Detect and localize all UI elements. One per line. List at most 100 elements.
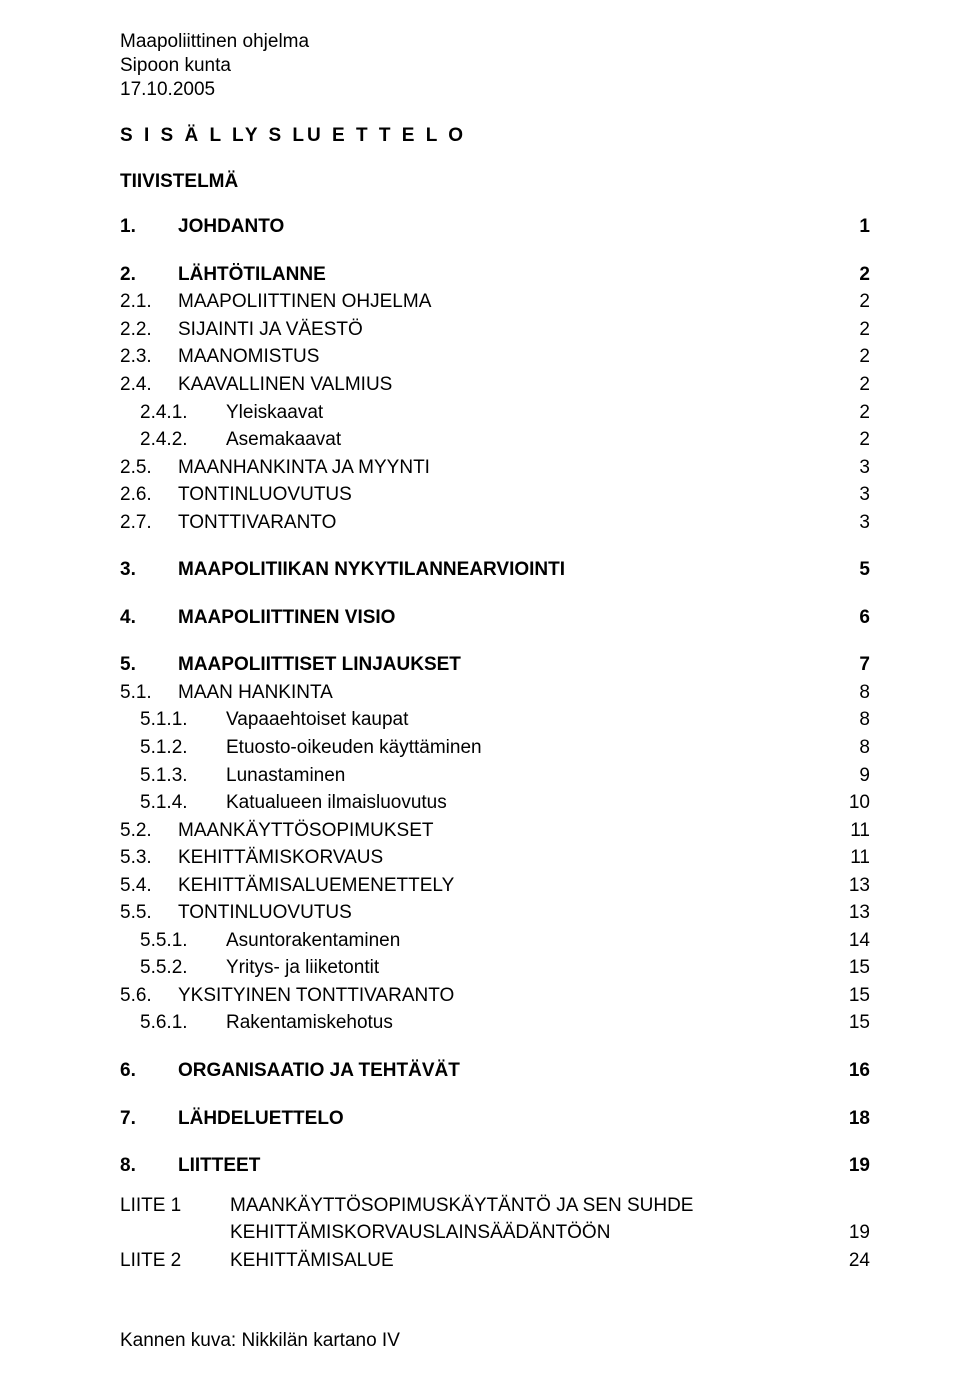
toc-label: KEHITTÄMISALUEMENETTELY bbox=[178, 872, 830, 900]
toc-label: Rakentamiskehotus bbox=[226, 1009, 830, 1037]
toc-label: Yritys- ja liiketontit bbox=[226, 954, 830, 982]
appendix-label: LIITE 1 bbox=[120, 1192, 230, 1220]
toc-entry: 5.MAAPOLIITTISET LINJAUKSET7 bbox=[120, 651, 870, 679]
toc-label: KEHITTÄMISKORVAUS bbox=[178, 844, 830, 872]
toc-label: YKSITYINEN TONTTIVARANTO bbox=[178, 982, 830, 1010]
toc-entry: 5.1.1.Vapaaehtoiset kaupat8 bbox=[120, 706, 870, 734]
toc-number: 5.2. bbox=[120, 817, 178, 845]
toc-number: 5.1.3. bbox=[140, 762, 226, 790]
toc-number: 2.6. bbox=[120, 481, 178, 509]
toc-page: 2 bbox=[830, 261, 870, 289]
toc-number: 5.1.4. bbox=[140, 789, 226, 817]
toc-entry: 6.ORGANISAATIO JA TEHTÄVÄT16 bbox=[120, 1057, 870, 1085]
toc-entry: 5.4.KEHITTÄMISALUEMENETTELY13 bbox=[120, 872, 870, 900]
toc-entry: 5.5.1.Asuntorakentaminen14 bbox=[120, 927, 870, 955]
toc-number: 1. bbox=[120, 213, 178, 241]
toc-label: Etuosto-oikeuden käyttäminen bbox=[226, 734, 830, 762]
toc-number: 2.3. bbox=[120, 343, 178, 371]
toc-entry: 3.MAAPOLITIIKAN NYKYTILANNEARVIOINTI5 bbox=[120, 556, 870, 584]
toc-label: LÄHTÖTILANNE bbox=[178, 261, 830, 289]
toc-entry: 5.6.1.Rakentamiskehotus15 bbox=[120, 1009, 870, 1037]
toc-entry: 2.LÄHTÖTILANNE2 bbox=[120, 261, 870, 289]
toc-page: 3 bbox=[830, 509, 870, 537]
toc-number: 2.1. bbox=[120, 288, 178, 316]
toc-page: 1 bbox=[830, 213, 870, 241]
toc-entry: 2.4.1.Yleiskaavat2 bbox=[120, 399, 870, 427]
toc-entry: 5.5.TONTINLUOVUTUS13 bbox=[120, 899, 870, 927]
toc-label: JOHDANTO bbox=[178, 213, 830, 241]
toc-number: 4. bbox=[120, 604, 178, 632]
toc-label: MAAPOLITIIKAN NYKYTILANNEARVIOINTI bbox=[178, 556, 830, 584]
toc-entry: 5.6.YKSITYINEN TONTTIVARANTO15 bbox=[120, 982, 870, 1010]
toc-page: 3 bbox=[830, 454, 870, 482]
toc-label: Katualueen ilmaisluovutus bbox=[226, 789, 830, 817]
toc-page: 19 bbox=[830, 1152, 870, 1180]
toc-entry: 4.MAAPOLIITTINEN VISIO6 bbox=[120, 604, 870, 632]
toc-label: KAAVALLINEN VALMIUS bbox=[178, 371, 830, 399]
appendix-label bbox=[120, 1219, 230, 1247]
toc-number: 2.5. bbox=[120, 454, 178, 482]
toc-label: SIJAINTI JA VÄESTÖ bbox=[178, 316, 830, 344]
toc-page: 9 bbox=[830, 762, 870, 790]
toc-page: 11 bbox=[830, 817, 870, 845]
toc-number: 5.5.1. bbox=[140, 927, 226, 955]
appendix-text: KEHITTÄMISALUE bbox=[230, 1247, 830, 1275]
toc-number: 8. bbox=[120, 1152, 178, 1180]
toc-number: 7. bbox=[120, 1105, 178, 1133]
toc-entry: 5.3.KEHITTÄMISKORVAUS11 bbox=[120, 844, 870, 872]
toc-label: ORGANISAATIO JA TEHTÄVÄT bbox=[178, 1057, 830, 1085]
toc-page: 2 bbox=[830, 371, 870, 399]
toc-page: 18 bbox=[830, 1105, 870, 1133]
toc-page: 2 bbox=[830, 288, 870, 316]
toc-page: 14 bbox=[830, 927, 870, 955]
toc-number: 5.3. bbox=[120, 844, 178, 872]
toc-entry: 2.1.MAAPOLIITTINEN OHJELMA2 bbox=[120, 288, 870, 316]
document-page: Maapoliittinen ohjelma Sipoon kunta 17.1… bbox=[0, 0, 960, 1382]
toc-subtitle: TIIVISTELMÄ bbox=[120, 171, 870, 193]
toc-number: 2.4.1. bbox=[140, 399, 226, 427]
toc-entry: 5.5.2.Yritys- ja liiketontit15 bbox=[120, 954, 870, 982]
toc-entry: 5.1.4.Katualueen ilmaisluovutus10 bbox=[120, 789, 870, 817]
toc-label: Yleiskaavat bbox=[226, 399, 830, 427]
toc-page: 15 bbox=[830, 954, 870, 982]
doc-header: Maapoliittinen ohjelma Sipoon kunta 17.1… bbox=[120, 30, 870, 101]
appendix-page: 24 bbox=[830, 1247, 870, 1275]
toc-number: 5.4. bbox=[120, 872, 178, 900]
toc-page: 8 bbox=[830, 679, 870, 707]
toc-number: 5.1.1. bbox=[140, 706, 226, 734]
toc-label: MAAPOLIITTISET LINJAUKSET bbox=[178, 651, 830, 679]
toc-entry: 2.5.MAANHANKINTA JA MYYNTI3 bbox=[120, 454, 870, 482]
toc-number: 6. bbox=[120, 1057, 178, 1085]
toc-label: MAAPOLIITTINEN VISIO bbox=[178, 604, 830, 632]
appendix-entry: KEHITTÄMISKORVAUSLAINSÄÄDÄNTÖÖN19 bbox=[120, 1219, 870, 1247]
toc-number: 2.4. bbox=[120, 371, 178, 399]
appendix-label: LIITE 2 bbox=[120, 1247, 230, 1275]
toc-page: 6 bbox=[830, 604, 870, 632]
toc-number: 2. bbox=[120, 261, 178, 289]
toc-entry: 7.LÄHDELUETTELO18 bbox=[120, 1105, 870, 1133]
toc-page: 3 bbox=[830, 481, 870, 509]
toc-page: 11 bbox=[830, 844, 870, 872]
toc-number: 3. bbox=[120, 556, 178, 584]
toc-number: 5.6.1. bbox=[140, 1009, 226, 1037]
toc-entry: 1.JOHDANTO1 bbox=[120, 213, 870, 241]
appendix-entry: LIITE 1MAANKÄYTTÖSOPIMUSKÄYTÄNTÖ JA SEN … bbox=[120, 1192, 870, 1220]
toc-entry: 8.LIITTEET19 bbox=[120, 1152, 870, 1180]
toc-label: MAANKÄYTTÖSOPIMUKSET bbox=[178, 817, 830, 845]
toc-entry: 5.2.MAANKÄYTTÖSOPIMUKSET11 bbox=[120, 817, 870, 845]
toc-page: 5 bbox=[830, 556, 870, 584]
appendix-text: KEHITTÄMISKORVAUSLAINSÄÄDÄNTÖÖN bbox=[230, 1219, 830, 1247]
toc-page: 7 bbox=[830, 651, 870, 679]
appendix-page: 19 bbox=[830, 1219, 870, 1247]
toc-page: 2 bbox=[830, 399, 870, 427]
toc-page: 13 bbox=[830, 872, 870, 900]
toc-page: 10 bbox=[830, 789, 870, 817]
toc-number: 5.5.2. bbox=[140, 954, 226, 982]
cover-caption: Kannen kuva: Nikkilän kartano IV bbox=[120, 1330, 870, 1352]
toc-page: 15 bbox=[830, 982, 870, 1010]
toc-label: LIITTEET bbox=[178, 1152, 830, 1180]
toc-entry: 2.7.TONTTIVARANTO3 bbox=[120, 509, 870, 537]
toc-entry: 2.2.SIJAINTI JA VÄESTÖ2 bbox=[120, 316, 870, 344]
appendix-list: LIITE 1MAANKÄYTTÖSOPIMUSKÄYTÄNTÖ JA SEN … bbox=[120, 1192, 870, 1275]
toc-label: TONTINLUOVUTUS bbox=[178, 481, 830, 509]
